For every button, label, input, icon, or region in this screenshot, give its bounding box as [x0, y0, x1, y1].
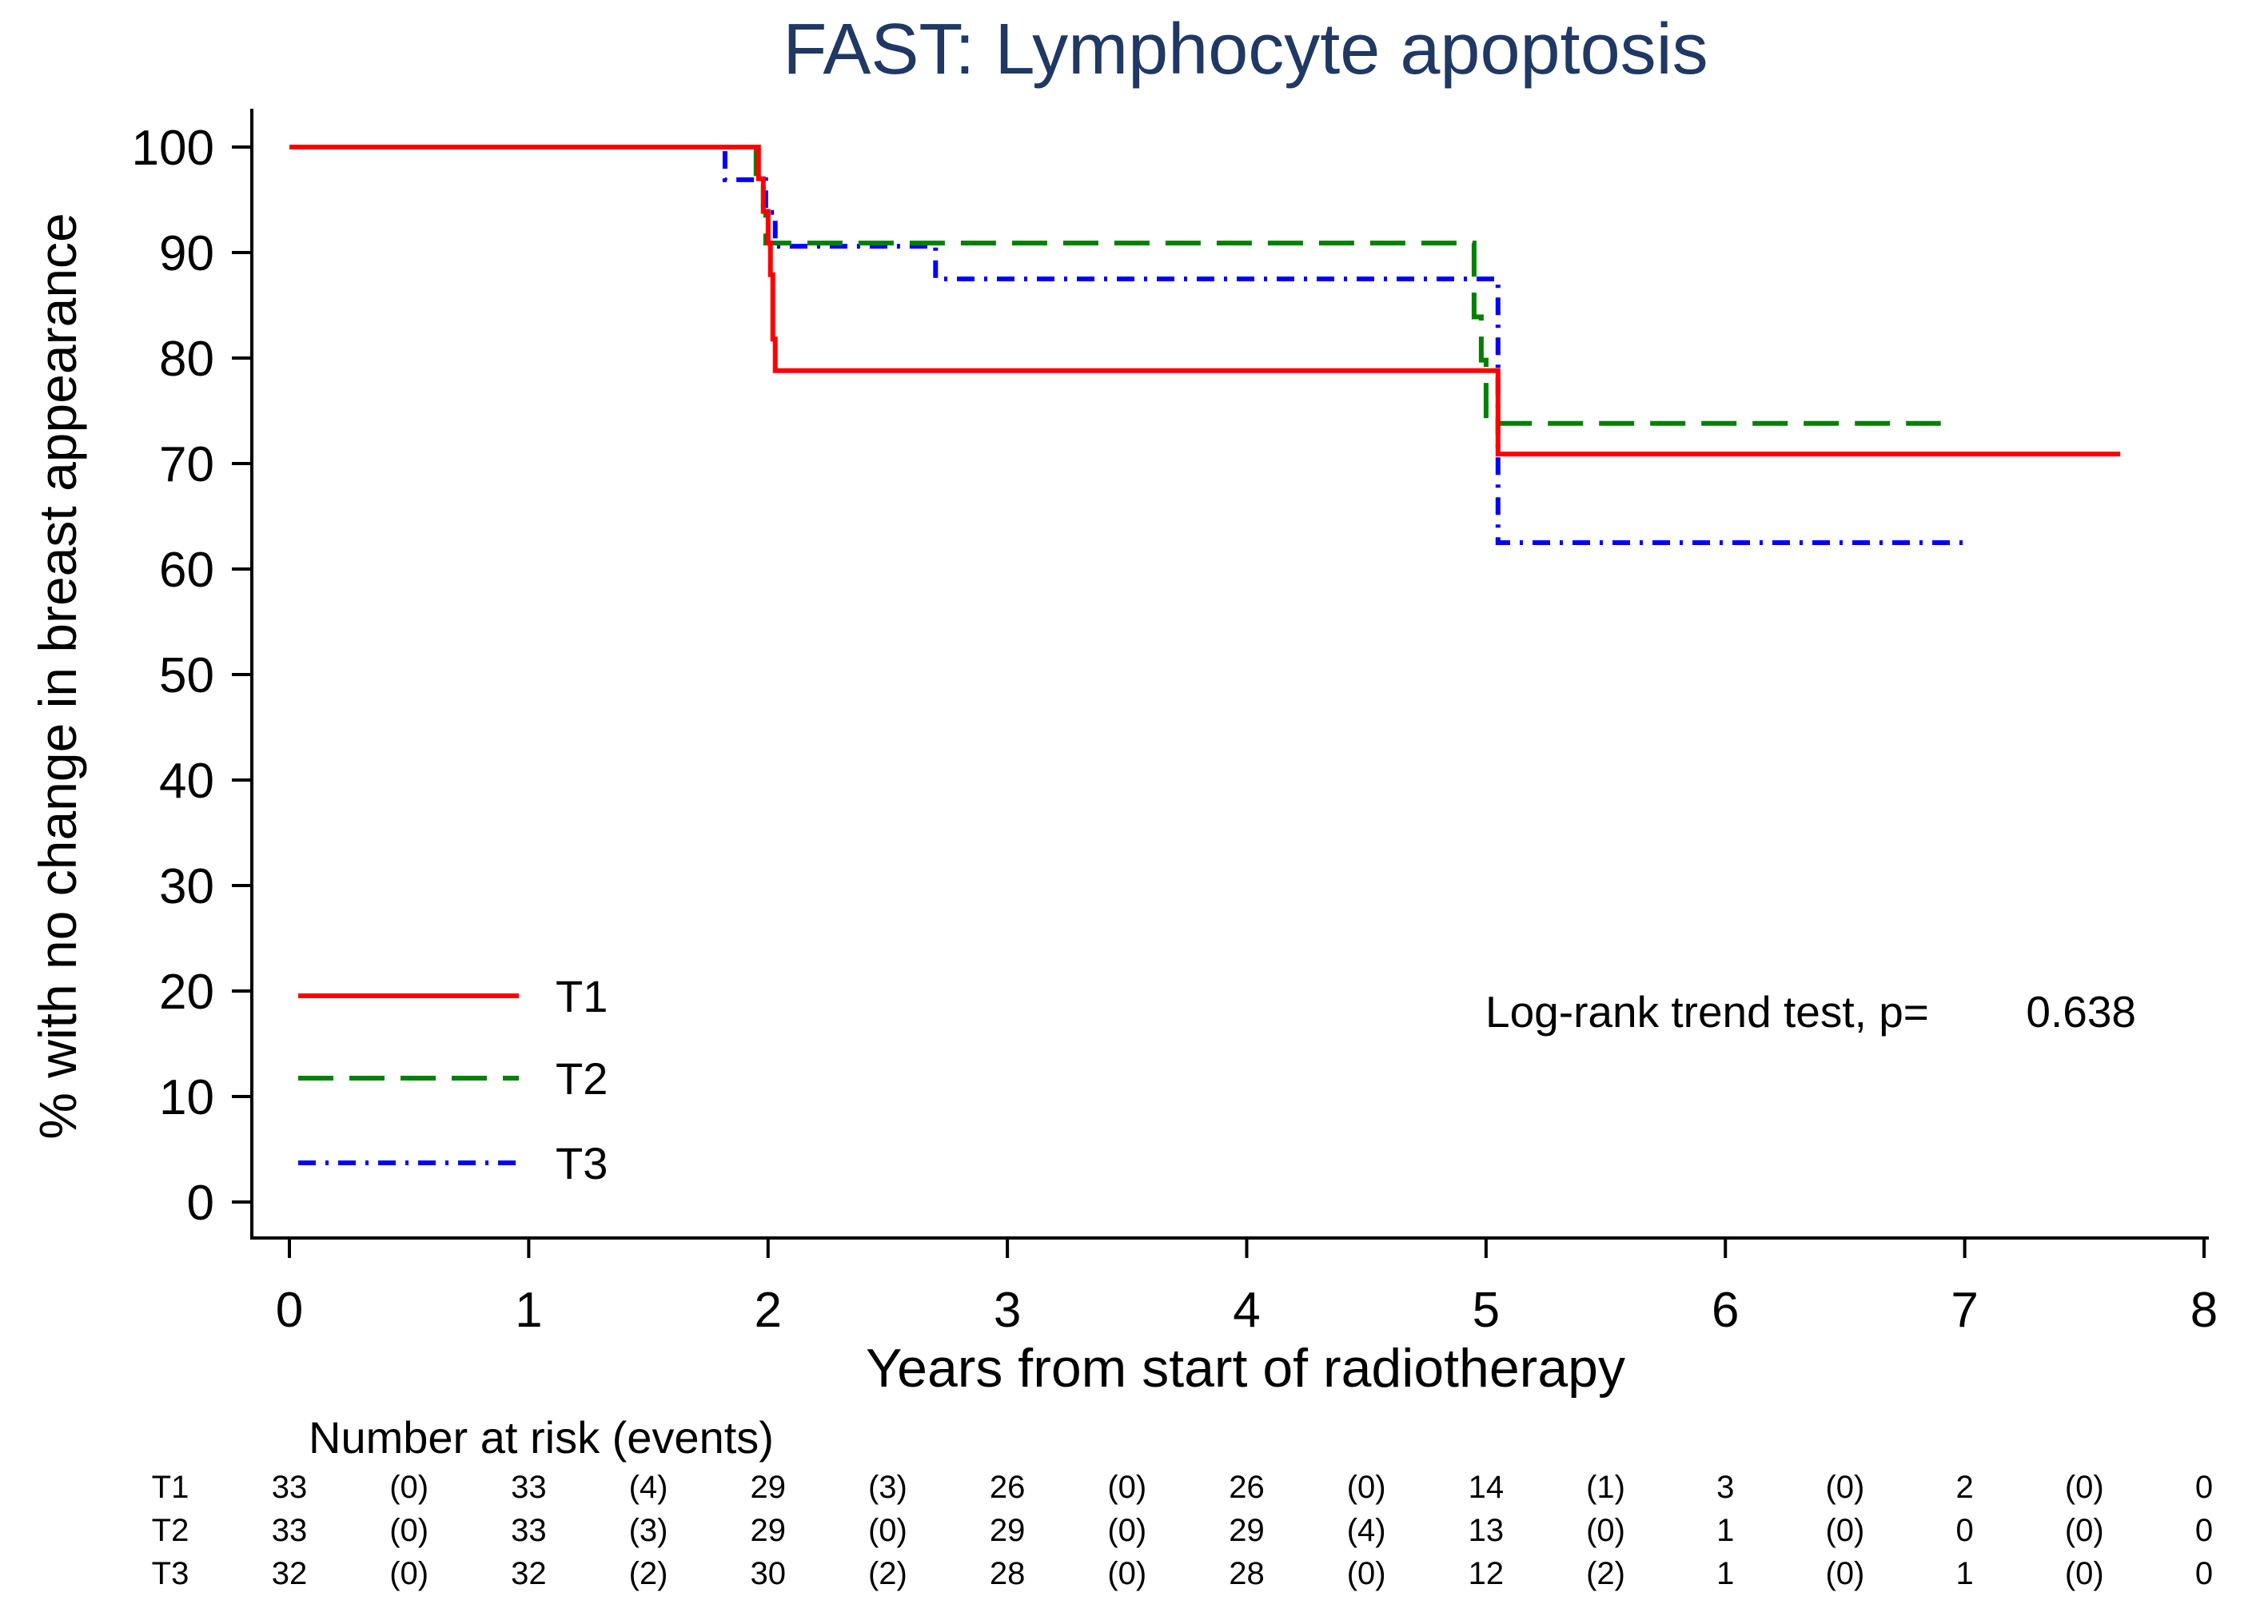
risk-cell: 1: [1956, 1556, 1974, 1591]
risk-cell: (0): [1347, 1556, 1386, 1591]
risk-cell: (0): [2065, 1470, 2104, 1505]
risk-cell: 1: [1716, 1556, 1734, 1591]
y-tick-label: 40: [159, 754, 214, 809]
risk-cell: 13: [1469, 1513, 1505, 1548]
risk-cell: 33: [272, 1470, 308, 1505]
risk-cell: (4): [629, 1470, 668, 1505]
risk-cell: 3: [1716, 1470, 1734, 1505]
risk-cell: 0: [2195, 1513, 2213, 1548]
y-axis-label: % with no change in breast appearance: [28, 213, 87, 1139]
risk-cell: 28: [990, 1556, 1026, 1591]
risk-cell: 12: [1469, 1556, 1505, 1591]
risk-cell: (0): [1107, 1556, 1146, 1591]
risk-cell: 32: [272, 1556, 308, 1591]
risk-cell: 29: [990, 1513, 1026, 1548]
series-line-t2: [289, 145, 1941, 426]
risk-cell: 0: [2195, 1556, 2213, 1591]
risk-cell: 14: [1469, 1470, 1505, 1505]
risk-cell: 29: [751, 1470, 787, 1505]
risk-cell: (0): [868, 1513, 907, 1548]
y-tick-label: 70: [159, 437, 214, 492]
risk-cell: (0): [389, 1513, 428, 1548]
legend-label-t2: T2: [556, 1053, 608, 1104]
x-tick-label: 8: [2190, 1283, 2218, 1338]
risk-cell: 33: [511, 1470, 547, 1505]
risk-cell: (0): [389, 1556, 428, 1591]
x-tick-label: 1: [515, 1283, 542, 1338]
risk-cell: (0): [1107, 1470, 1146, 1505]
y-tick-label: 0: [187, 1176, 214, 1231]
x-tick-label: 2: [755, 1283, 782, 1338]
risk-cell: 0: [1956, 1513, 1974, 1548]
risk-cell: 33: [511, 1513, 547, 1548]
x-tick-label: 6: [1712, 1283, 1739, 1338]
risk-cell: (0): [389, 1470, 428, 1505]
y-tick-label: 10: [159, 1070, 214, 1125]
risk-cell: (0): [1107, 1513, 1146, 1548]
risk-cell: 0: [2195, 1470, 2213, 1505]
risk-cell: 29: [751, 1513, 787, 1548]
risk-cell: (3): [629, 1513, 668, 1548]
x-axis-label: Years from start of radiotherapy: [866, 1338, 1625, 1399]
risk-cell: (0): [1825, 1470, 1864, 1505]
risk-cell: 30: [751, 1556, 787, 1591]
risk-cell: (0): [2065, 1556, 2104, 1591]
risk-table-title: Number at risk (events): [309, 1412, 774, 1463]
risk-row-label: T1: [152, 1470, 189, 1505]
logrank-label: Log-rank trend test, p=: [1485, 987, 1929, 1037]
y-tick-label: 20: [159, 965, 214, 1020]
series-line-t3: [289, 145, 1965, 545]
risk-cell: 26: [1229, 1470, 1265, 1505]
y-tick-label: 100: [132, 121, 214, 176]
chart-title: FAST: Lymphocyte apoptosis: [783, 10, 1708, 90]
legend-label-t1: T1: [556, 971, 608, 1021]
risk-cell: (1): [1586, 1470, 1625, 1505]
x-tick-label: 3: [994, 1283, 1021, 1338]
risk-cell: (3): [868, 1470, 907, 1505]
series-line-t1: [289, 145, 2121, 457]
y-tick-label: 90: [159, 226, 214, 281]
risk-cell: (0): [1586, 1513, 1625, 1548]
x-tick-label: 0: [276, 1283, 303, 1338]
risk-cell: (0): [1347, 1470, 1386, 1505]
y-tick-label: 50: [159, 648, 214, 703]
x-tick-label: 5: [1473, 1283, 1500, 1338]
x-tick-label: 4: [1233, 1283, 1260, 1338]
risk-cell: 33: [272, 1513, 308, 1548]
risk-cell: (4): [1347, 1513, 1386, 1548]
risk-cell: 2: [1956, 1470, 1974, 1505]
risk-cell: 1: [1716, 1513, 1734, 1548]
risk-cell: 28: [1229, 1556, 1265, 1591]
legend-label-t3: T3: [556, 1138, 608, 1188]
y-tick-label: 80: [159, 332, 214, 387]
risk-cell: 32: [511, 1556, 547, 1591]
risk-cell: (0): [2065, 1513, 2104, 1548]
risk-cell: 26: [990, 1470, 1026, 1505]
risk-cell: 29: [1229, 1513, 1265, 1548]
y-tick-label: 60: [159, 543, 214, 598]
x-tick-label: 7: [1951, 1283, 1978, 1338]
y-tick-label: 30: [159, 859, 214, 914]
risk-cell: (0): [1825, 1513, 1864, 1548]
risk-cell: (2): [868, 1556, 907, 1591]
risk-cell: (2): [1586, 1556, 1625, 1591]
logrank-p-value: 0.638: [2026, 987, 2136, 1037]
risk-row-label: T2: [152, 1513, 189, 1548]
risk-cell: (0): [1825, 1556, 1864, 1591]
risk-row-label: T3: [152, 1556, 189, 1591]
risk-cell: (2): [629, 1556, 668, 1591]
